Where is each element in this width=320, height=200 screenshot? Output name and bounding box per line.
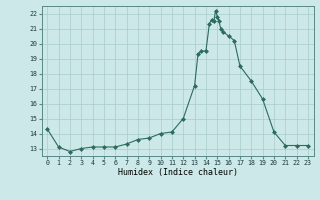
- X-axis label: Humidex (Indice chaleur): Humidex (Indice chaleur): [118, 168, 237, 177]
